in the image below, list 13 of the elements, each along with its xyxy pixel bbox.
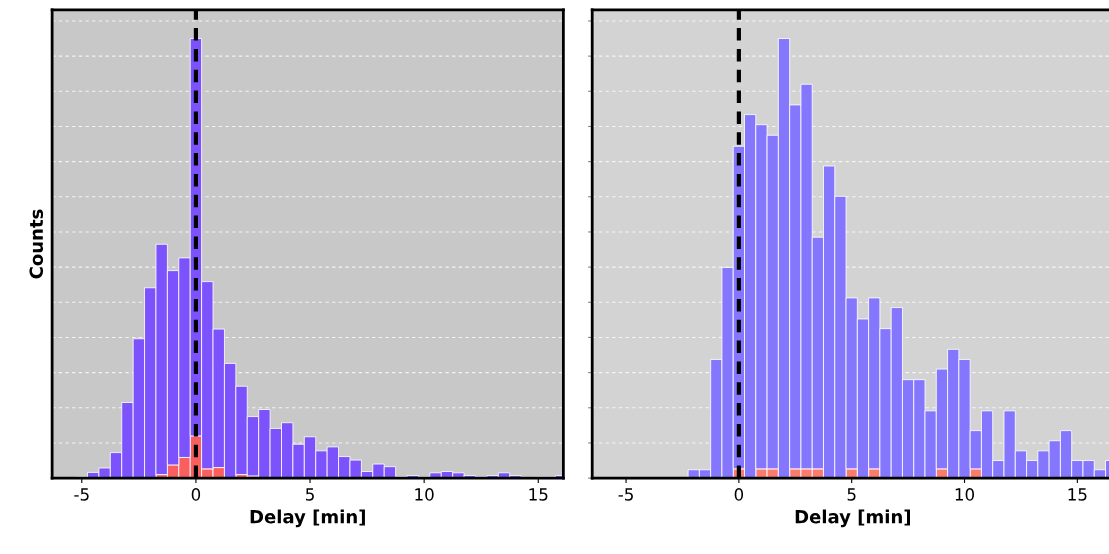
- x-tick-label: 0: [191, 488, 201, 501]
- x-tick-label: 15: [529, 488, 548, 501]
- x-axis-title: Delay [min]: [795, 509, 910, 528]
- x-tick-label: 15: [1068, 488, 1087, 501]
- x-tick-label: 0: [734, 488, 744, 501]
- x-tick-label: 5: [306, 488, 314, 501]
- y-axis-title: Counts: [29, 209, 44, 279]
- x-tick-label: 10: [955, 488, 975, 501]
- x-tick-label: -5: [74, 488, 89, 501]
- x-axis-title: Delay [min]: [250, 509, 365, 528]
- x-tick-label: -5: [618, 488, 633, 501]
- x-tick-label: 10: [415, 488, 434, 501]
- x-tick-label: 5: [847, 488, 856, 501]
